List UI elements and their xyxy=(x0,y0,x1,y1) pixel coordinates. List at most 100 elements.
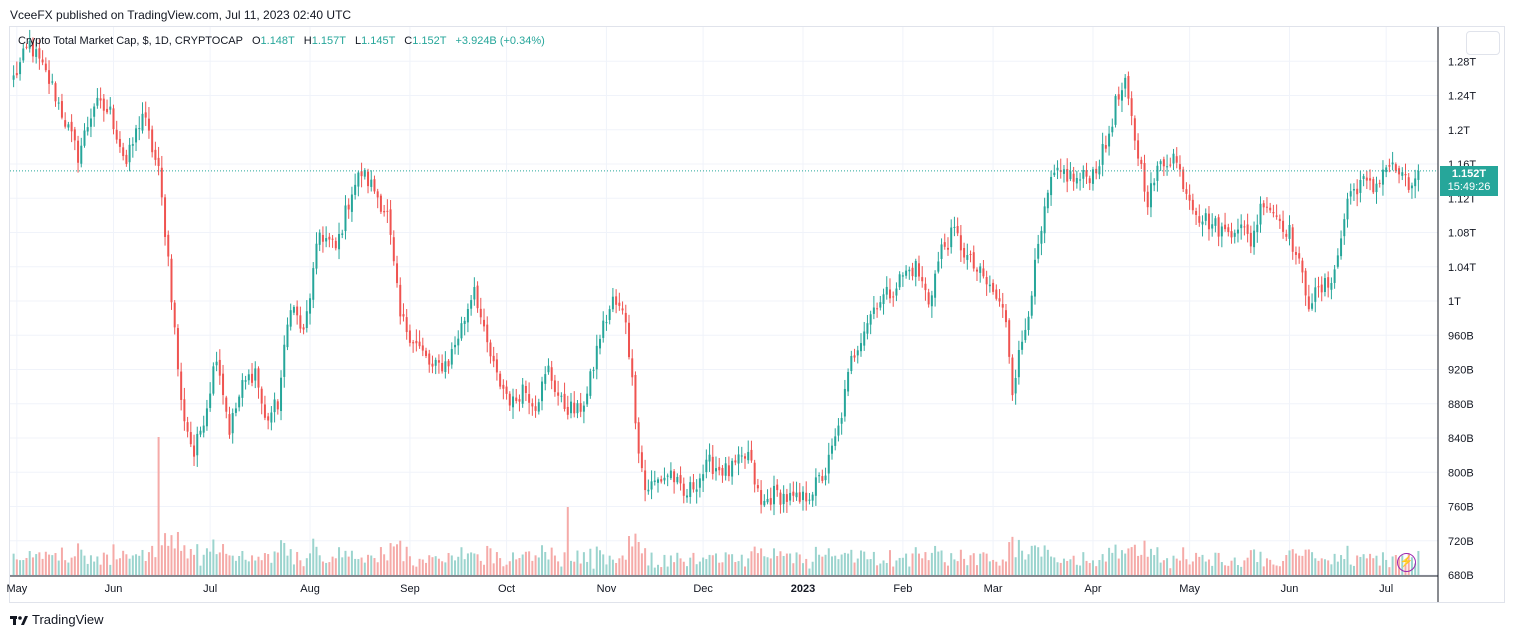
volume-bar xyxy=(370,555,373,575)
time-tick-label: May xyxy=(1179,583,1200,595)
volume-bar xyxy=(60,547,63,575)
scale-button[interactable] xyxy=(1466,31,1500,55)
volume-bar xyxy=(466,553,469,575)
volume-bar xyxy=(367,554,370,575)
chart-frame[interactable] xyxy=(9,26,1505,603)
volume-bar xyxy=(592,568,595,575)
volume-bar xyxy=(1375,555,1378,575)
volume-bar xyxy=(321,561,324,575)
candle-body xyxy=(1323,278,1326,293)
volume-bar xyxy=(1098,560,1101,575)
candle-body xyxy=(489,342,492,357)
candle-body xyxy=(1062,169,1065,174)
candle-body xyxy=(251,373,254,383)
candles xyxy=(12,29,1420,516)
candle-body xyxy=(1104,145,1107,149)
candle-body xyxy=(205,408,208,427)
volume-bar xyxy=(740,554,743,575)
candle-body xyxy=(476,285,479,309)
candle-body xyxy=(415,340,418,344)
volume-bar xyxy=(1220,562,1223,575)
candle-body xyxy=(1394,164,1397,171)
volume-bar xyxy=(801,563,804,575)
candle-body xyxy=(911,267,914,277)
candle-body xyxy=(840,417,843,424)
volume-bar xyxy=(963,558,966,575)
candle-body xyxy=(238,396,241,408)
candle-body xyxy=(1111,126,1114,133)
candle-body xyxy=(283,344,286,377)
candle-body xyxy=(125,154,128,164)
volume-bar xyxy=(779,551,782,575)
candle-body xyxy=(743,456,746,459)
candle-body xyxy=(254,368,257,381)
candle-body xyxy=(1140,159,1143,165)
volume-bar xyxy=(1108,547,1111,575)
symbol-name[interactable]: Crypto Total Market Cap, $, 1D, CRYPTOCA… xyxy=(18,35,243,47)
candle-body xyxy=(669,470,672,479)
volume-bar xyxy=(122,550,125,575)
time-axis-labels: May Jun Jul Aug Sep Oct Nov Dec 2023 Feb Mar Apr May… xyxy=(6,583,1393,595)
volume-bar xyxy=(244,559,247,575)
candle-body xyxy=(473,287,476,300)
volume-bar xyxy=(924,552,927,575)
volume-bar xyxy=(328,562,331,575)
volume-bar xyxy=(421,559,424,575)
volume-bar xyxy=(644,548,647,575)
volume-bar xyxy=(979,553,982,575)
candle-body xyxy=(499,373,502,387)
volume-bar xyxy=(460,547,463,575)
volume-bar xyxy=(653,567,656,575)
candle-body xyxy=(676,476,679,483)
candle-body xyxy=(1004,310,1007,323)
time-tick-label: Aug xyxy=(300,583,320,595)
tradingview-logo[interactable]: TradingView xyxy=(10,612,104,627)
candle-body xyxy=(901,275,904,277)
volume-bar xyxy=(1282,560,1285,575)
candle-body xyxy=(760,490,763,505)
volume-bar xyxy=(1217,552,1220,575)
candle-body xyxy=(740,455,743,457)
candle-body xyxy=(1288,224,1291,239)
candle-body xyxy=(270,412,273,423)
candle-body xyxy=(1211,224,1214,229)
candle-body xyxy=(592,369,595,371)
candle-body xyxy=(341,233,344,235)
candle-body xyxy=(222,373,225,396)
volume-bar xyxy=(457,556,460,575)
volume-bar xyxy=(1253,549,1256,575)
candle-body xyxy=(44,63,47,71)
candle-body xyxy=(102,98,105,111)
volume-bar xyxy=(441,561,444,575)
candle-body xyxy=(521,384,524,404)
candle-body xyxy=(1401,172,1404,176)
volume-bar xyxy=(937,551,940,575)
candle-body xyxy=(892,296,895,298)
volume-bar xyxy=(425,562,428,575)
volume-bar xyxy=(634,533,637,575)
candle-body xyxy=(1262,203,1265,208)
candle-body xyxy=(756,485,759,489)
volume-bar xyxy=(1301,555,1304,575)
candle-body xyxy=(457,338,460,346)
candle-body xyxy=(376,191,379,198)
candle-body xyxy=(1385,167,1388,173)
candle-body xyxy=(508,393,511,406)
volume-bar xyxy=(734,562,737,575)
lightning-icon[interactable]: ⚡ xyxy=(1397,553,1416,572)
legend[interactable]: Crypto Total Market Cap, $, 1D, CRYPTOCA… xyxy=(18,35,545,47)
candle-body xyxy=(872,307,875,314)
candle-body xyxy=(338,234,341,250)
volume-bar xyxy=(1230,560,1233,575)
volume-bar xyxy=(1278,566,1281,575)
volume-bar xyxy=(753,546,756,575)
candle-body xyxy=(1050,176,1053,196)
volume-bar xyxy=(1017,539,1020,575)
candle-body xyxy=(167,234,170,257)
candle-body xyxy=(1185,189,1188,194)
open-value: 1.148T xyxy=(260,35,295,47)
candle-body xyxy=(782,493,785,505)
candle-body xyxy=(1346,198,1349,220)
volume-bar xyxy=(959,549,962,575)
